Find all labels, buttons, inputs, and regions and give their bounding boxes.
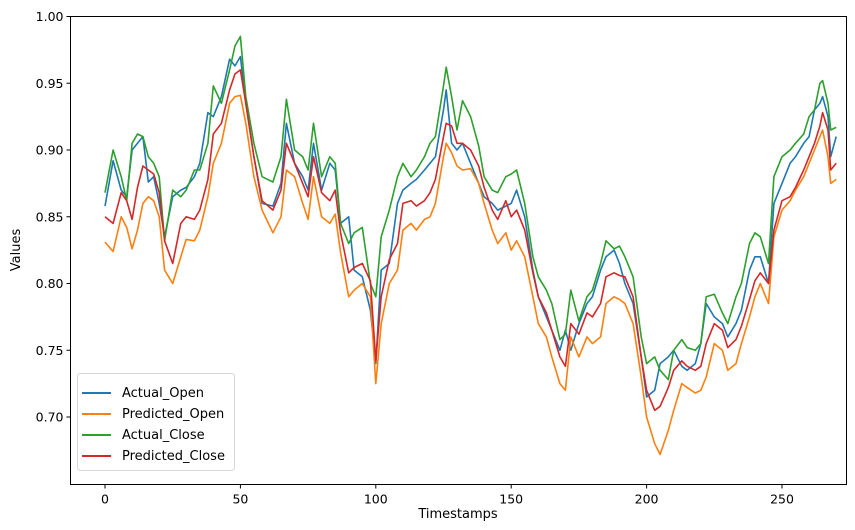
legend-label-actual-close: Actual_Close [122,428,205,443]
x-axis: 0 50 100 150 200 250 [101,484,794,507]
y-tick-label: 0.85 [36,209,64,224]
y-axis-label: Values [9,229,24,272]
plot-lines [104,35,837,456]
y-axis: 0.70 0.75 0.80 0.85 0.90 0.95 1.00 [36,9,71,425]
legend-label-actual-open: Actual_Open [122,386,204,401]
legend-frame [77,373,235,471]
legend-label-predicted-open: Predicted_Open [122,407,224,422]
x-tick-label: 150 [499,492,523,507]
x-axis-label: Timestamps [417,507,498,522]
series-line-actual-open [104,55,837,398]
series-line-predicted-open [104,94,837,456]
x-tick-label: 250 [770,492,794,507]
x-tick-label: 50 [232,492,248,507]
y-tick-label: 0.95 [36,76,64,91]
y-tick-label: 0.80 [36,276,64,291]
plot-frame [70,16,847,485]
series-line-actual-close [104,35,837,381]
y-tick-label: 0.75 [36,343,64,358]
legend: Actual_Open Predicted_Open Actual_Close … [77,373,235,471]
y-tick-label: 0.70 [36,410,64,425]
y-tick-label: 1.00 [36,9,64,24]
series-line-predicted-close [104,69,837,412]
legend-label-predicted-close: Predicted_Close [122,449,225,464]
x-tick-label: 200 [635,492,659,507]
x-tick-label: 100 [364,492,388,507]
y-tick-label: 0.90 [36,143,64,158]
x-tick-label: 0 [101,492,109,507]
